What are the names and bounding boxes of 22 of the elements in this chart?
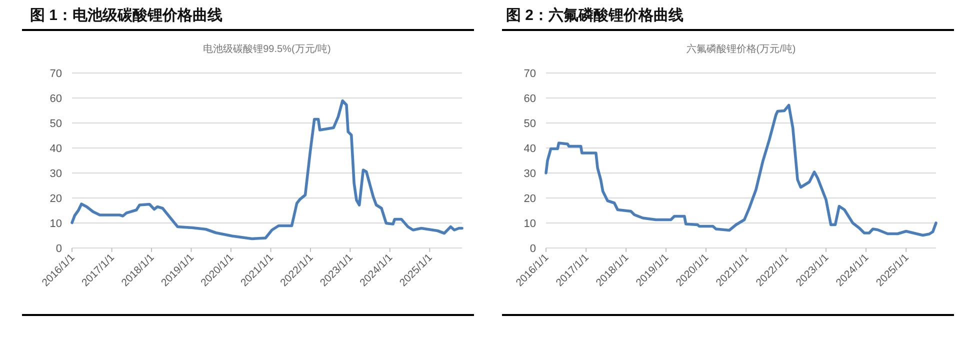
y-tick-label: 10	[50, 218, 62, 230]
y-tick-label: 0	[56, 243, 62, 255]
y-tick-label: 60	[524, 93, 536, 105]
chart-subtitle: 电池级碳酸锂99.5%(万元/吨)	[203, 43, 331, 55]
chart-title: 图 2：六氟磷酸锂价格曲线	[506, 6, 684, 24]
y-tick-label: 30	[524, 168, 536, 180]
y-tick-label: 20	[50, 193, 62, 205]
line-series	[70, 99, 464, 240]
chart-subtitle: 六氟磷酸锂价格(万元/吨)	[686, 43, 796, 55]
y-tick-label: 70	[524, 68, 536, 80]
y-tick-label: 70	[50, 68, 62, 80]
y-tick-label: 50	[524, 118, 536, 130]
y-tick-label: 40	[524, 143, 536, 155]
y-tick-label: 20	[524, 193, 536, 205]
line-series	[544, 104, 938, 237]
y-tick-label: 50	[50, 118, 62, 130]
y-tick-label: 0	[530, 243, 536, 255]
y-tick-label: 40	[50, 143, 62, 155]
chart-title: 图 1：电池级碳酸锂价格曲线	[30, 7, 223, 24]
y-tick-label: 30	[50, 168, 62, 180]
y-tick-label: 60	[50, 93, 62, 105]
y-tick-label: 10	[524, 218, 536, 230]
